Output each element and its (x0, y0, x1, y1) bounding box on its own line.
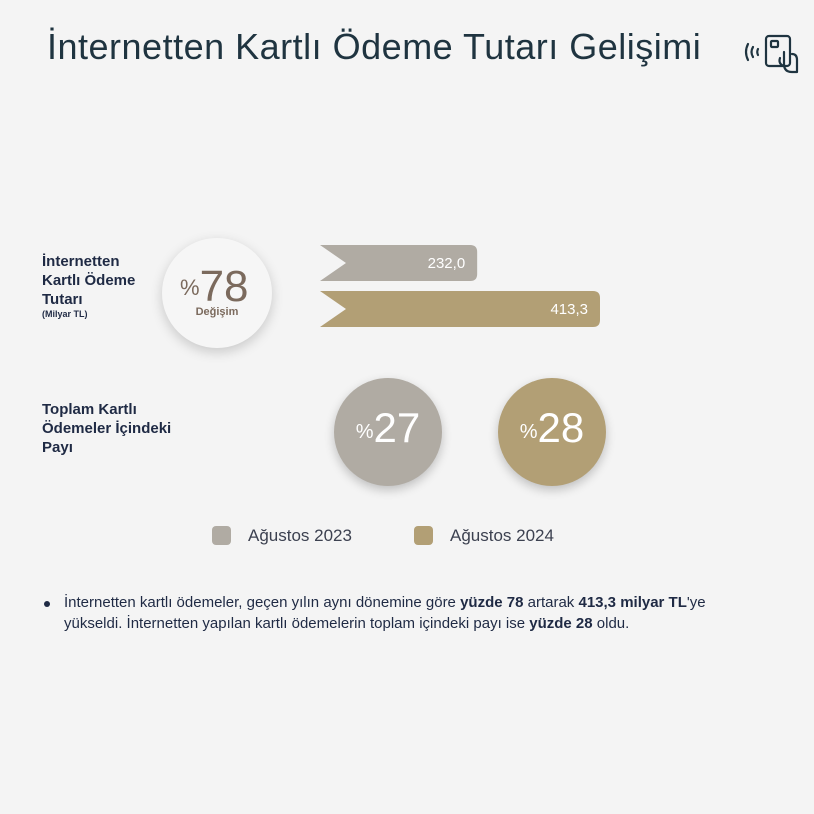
bar-2024-label: 413,3 (550, 301, 588, 318)
change-value: 78 (199, 262, 249, 311)
amount-row-label-line: İnternetten (42, 253, 120, 270)
note-text: İnternetten kartlı ödemeler, geçen yılın… (64, 594, 461, 611)
note-text: 'ye yükseldi. İnternetten yapılan kartlı… (64, 594, 706, 632)
page-title: İnternetten Kartlı Ödeme Tutarı Gelişimi (47, 26, 702, 67)
share-percent-2024: %28 (498, 404, 606, 452)
legend-swatch-2024 (414, 526, 433, 545)
percent-symbol: % (180, 275, 200, 300)
share-row-label-line: Ödemeler İçindeki (42, 420, 172, 437)
percent-symbol: % (519, 421, 538, 443)
share-row-label-line: Toplam Kartlı (42, 401, 137, 418)
share-value-2024: 28 (537, 404, 585, 451)
note-text: artarak (523, 594, 579, 611)
amount-row-label: İnternetten Kartlı Ödeme Tutarı (Milyar … (42, 252, 135, 320)
bar-2023 (320, 245, 478, 281)
note-highlight: yüzde 28 (529, 615, 593, 632)
change-label: Değişim (195, 306, 239, 318)
share-row-label-line: Payı (42, 439, 73, 456)
amount-row-label-line: Tutarı (42, 291, 83, 308)
share-row-label: Toplam Kartlı Ödemeler İçindeki Payı (42, 400, 171, 457)
share-value-2023: 27 (373, 404, 421, 451)
amount-row-label-line: Kartlı Ödeme (42, 272, 136, 289)
change-percent: %78 (180, 262, 249, 312)
bullet-icon (44, 601, 50, 607)
legend-label-2024: Ağustos 2024 (450, 526, 554, 545)
note-highlight: 413,3 milyar TL (578, 594, 687, 611)
summary-note: İnternetten kartlı ödemeler, geçen yılın… (64, 592, 764, 634)
share-circle-2024: %28 (498, 378, 606, 486)
note-text: oldu. (592, 615, 630, 632)
amount-bar-chart: 232,0 413,3 (320, 245, 600, 327)
share-circle-2023: %27 (334, 378, 442, 486)
share-percent-2023: %27 (334, 404, 442, 452)
bar-2023-label: 232,0 (428, 255, 466, 272)
bar-2024 (320, 291, 600, 327)
legend-swatch-2023 (212, 526, 231, 545)
contactless-card-icon (744, 34, 799, 74)
legend-label-2023: Ağustos 2023 (248, 526, 352, 545)
percent-symbol: % (355, 421, 374, 443)
change-badge: %78 Değişim (162, 238, 272, 348)
note-highlight: yüzde 78 (460, 594, 524, 611)
amount-unit: (Milyar TL) (42, 309, 88, 319)
